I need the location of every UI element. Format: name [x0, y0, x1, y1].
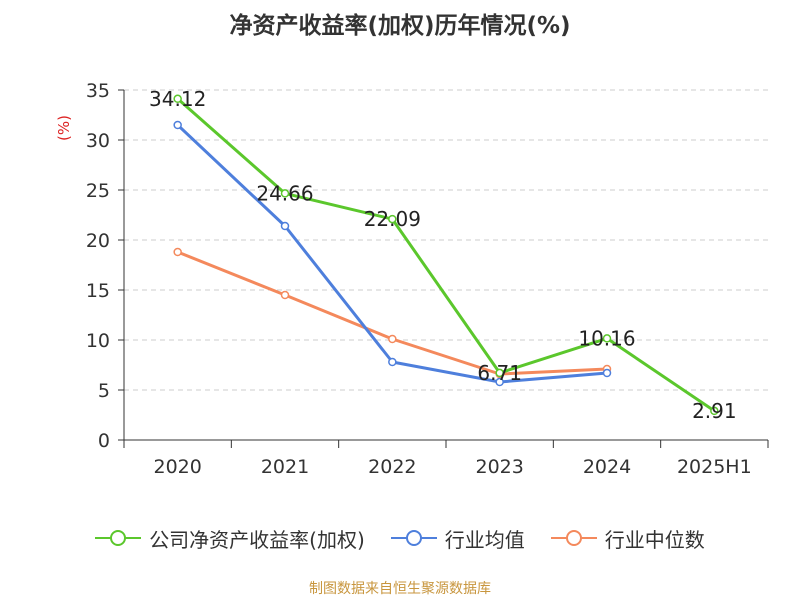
- data-point: [388, 214, 397, 224]
- data-label: 6.71: [477, 361, 522, 385]
- x-tick-label: 2025H1: [677, 456, 752, 478]
- data-point: [280, 189, 290, 198]
- legend-line-icon: [550, 530, 597, 546]
- x-tick-label: 2021: [261, 456, 309, 478]
- legend-label: 行业中位数: [604, 527, 705, 552]
- data-label: 10.16: [578, 326, 635, 350]
- legend-label: 公司净资产收益率(加权): [149, 527, 365, 552]
- series-line: [177, 250, 608, 376]
- data-point: [388, 357, 397, 367]
- x-tick-label: 2022: [368, 456, 416, 478]
- data-point: [173, 120, 182, 130]
- data-point: [173, 247, 182, 257]
- legend-line-icon: [390, 530, 437, 546]
- y-tick-label: 25: [86, 180, 110, 202]
- data-label: 34.12: [149, 87, 206, 111]
- y-tick-label: 5: [98, 380, 110, 402]
- x-tick-label: 2020: [153, 456, 201, 478]
- legend-item-industry-mean[interactable]: 行业均值: [390, 524, 525, 553]
- y-tick-label: 15: [86, 280, 110, 302]
- y-axis-label: (%): [55, 115, 73, 141]
- chart-title: 净资产收益率(加权)历年情况(%): [229, 13, 571, 39]
- data-point: [602, 368, 612, 378]
- data-point: [602, 334, 612, 343]
- legend-item-industry-median[interactable]: 行业中位数: [550, 524, 705, 553]
- data-point: [280, 290, 290, 300]
- series-line: [176, 97, 716, 413]
- data-label: 24.66: [256, 181, 313, 205]
- y-tick-label: 0: [98, 430, 110, 452]
- y-tick-label: 35: [86, 80, 110, 102]
- data-point: [495, 377, 504, 387]
- x-tick-label: 2023: [475, 456, 523, 478]
- legend-item-company[interactable]: 公司净资产收益率(加权): [95, 524, 365, 553]
- legend-label: 行业均值: [444, 527, 525, 552]
- y-tick-label: 10: [86, 330, 110, 352]
- data-point: [388, 334, 397, 344]
- data-point: [173, 94, 182, 104]
- legend: 公司净资产收益率(加权) 行业均值 行业中位数: [0, 520, 800, 556]
- data-point: [495, 368, 504, 378]
- y-tick-label: 20: [86, 230, 110, 252]
- series-line: [176, 123, 608, 384]
- data-label: 2.91: [692, 399, 737, 423]
- data-label: 22.09: [364, 207, 421, 231]
- x-tick-label: 2024: [583, 456, 631, 478]
- data-point: [280, 221, 290, 231]
- y-tick-label: 30: [86, 130, 110, 152]
- legend-line-icon: [95, 530, 142, 546]
- source-note: 制图数据来自恒生聚源数据库: [309, 581, 491, 597]
- data-point: [710, 406, 719, 416]
